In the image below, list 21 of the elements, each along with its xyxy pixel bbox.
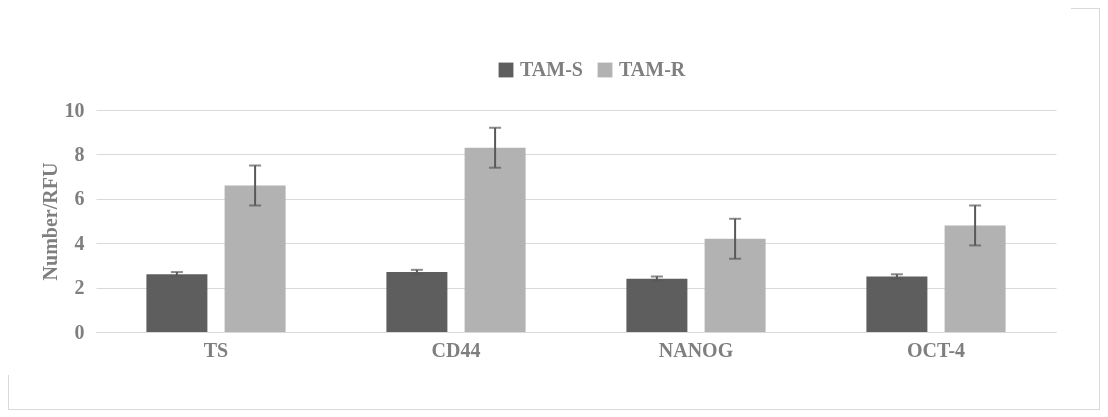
y-tick-label: 6 <box>74 187 85 210</box>
legend-label: TAM-R <box>619 58 686 80</box>
bar <box>704 238 766 332</box>
y-axis-title: Number/RFU <box>38 162 61 281</box>
legend-label: TAM-S <box>520 58 583 80</box>
y-tick-label: 8 <box>74 142 85 165</box>
bar <box>944 225 1006 332</box>
bar <box>866 276 928 332</box>
bar <box>464 147 526 332</box>
x-tick-label: TS <box>203 338 229 361</box>
x-tick-label: NANOG <box>658 338 734 361</box>
bar <box>626 278 688 332</box>
y-tick-label: 4 <box>74 231 85 254</box>
y-tick-label: 0 <box>74 320 85 343</box>
bar <box>386 272 448 332</box>
bar <box>224 185 286 332</box>
y-tick-label: 2 <box>74 276 85 299</box>
x-tick-label: CD44 <box>431 338 481 361</box>
y-tick-label: 10 <box>64 98 85 121</box>
x-tick-label: OCT-4 <box>906 338 966 361</box>
bar <box>146 274 208 332</box>
